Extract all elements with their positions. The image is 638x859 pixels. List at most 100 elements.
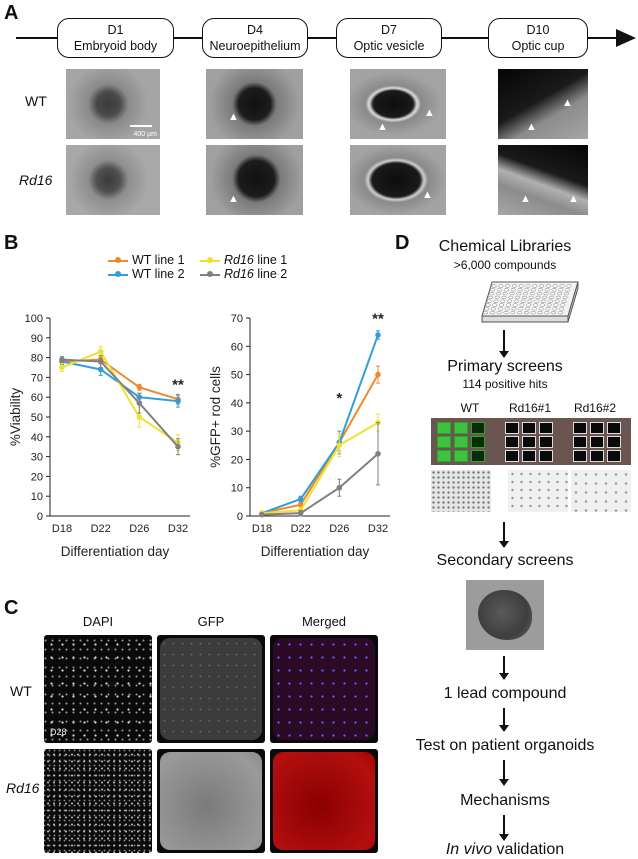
y-tick-label: 40 bbox=[31, 432, 43, 444]
in-vivo-italic: In vivo bbox=[445, 841, 493, 858]
flow-arrow bbox=[499, 330, 509, 358]
screen-well bbox=[437, 450, 451, 462]
micrograph-wt-d10: ▲ ▲ bbox=[498, 69, 588, 139]
plate-well bbox=[554, 299, 560, 303]
timeline-stage-d7: D7 Optic vesicle bbox=[336, 18, 442, 58]
plate-well bbox=[531, 307, 537, 311]
plate-well bbox=[555, 295, 561, 299]
col-header-dapi: DAPI bbox=[82, 614, 114, 629]
plate-label-wt: WT bbox=[460, 401, 480, 415]
plate-well bbox=[523, 292, 529, 296]
scale-bar-label: 400 µm bbox=[133, 131, 158, 138]
plate-well bbox=[549, 295, 555, 299]
legend-swatch bbox=[108, 271, 128, 278]
plate-well bbox=[545, 284, 551, 288]
screen-well bbox=[607, 422, 621, 434]
plate-well bbox=[497, 288, 503, 292]
organoid-image bbox=[466, 580, 544, 650]
day-label: D28 bbox=[50, 727, 67, 737]
flow-arrow bbox=[499, 656, 509, 680]
legend-label: WT line 2 bbox=[132, 267, 185, 281]
panel-c-label: C bbox=[4, 597, 19, 619]
y-tick-label: 50 bbox=[31, 412, 43, 424]
timeline-stage-d10: D10 Optic cup bbox=[488, 18, 588, 58]
stage-day: D7 bbox=[381, 23, 397, 37]
data-point bbox=[136, 414, 143, 420]
legend-label-italic: Rd16 bbox=[224, 267, 254, 281]
screen-micrographs bbox=[431, 470, 631, 512]
timeline-stage-d1: D1 Embryoid body bbox=[57, 18, 174, 58]
plate-well bbox=[502, 292, 508, 296]
patient-organoids: Test on patient organoids bbox=[415, 737, 595, 754]
col-header-gfp: GFP bbox=[197, 614, 225, 629]
plate-well bbox=[512, 303, 518, 307]
plate-well bbox=[559, 307, 565, 311]
plate-well bbox=[513, 299, 519, 303]
plate-well bbox=[509, 292, 515, 296]
plate-well bbox=[539, 303, 545, 307]
x-tick-label: D18 bbox=[52, 523, 72, 535]
plate-well bbox=[503, 288, 509, 292]
arrowhead-icon: ▲ bbox=[422, 189, 433, 201]
stage-day: D10 bbox=[526, 23, 550, 37]
data-point bbox=[297, 496, 304, 502]
data-point bbox=[259, 511, 265, 518]
plate-well bbox=[493, 299, 499, 303]
screen-well bbox=[471, 436, 485, 448]
screen-well bbox=[454, 436, 468, 448]
y-tick-label: 70 bbox=[231, 313, 243, 325]
significance-label: ** bbox=[172, 376, 184, 393]
stage-day: D1 bbox=[107, 23, 124, 37]
in-vivo-validation: In vivo validation bbox=[375, 841, 635, 859]
y-tick-label: 30 bbox=[231, 426, 243, 438]
plate-well bbox=[510, 288, 516, 292]
plate-well bbox=[566, 284, 572, 288]
plate-well bbox=[552, 284, 558, 288]
validation-text: validation bbox=[492, 841, 565, 858]
plate-well bbox=[491, 284, 497, 288]
viability-chart: 0 10 20 30 40 50 60 70 80 90 100 D18 D22 D26 D32 Differ… bbox=[8, 313, 190, 559]
arrowhead-icon: ▲ bbox=[562, 97, 573, 109]
plate-well bbox=[525, 284, 531, 288]
plate-well bbox=[523, 311, 529, 315]
plate-well bbox=[485, 303, 491, 307]
arrowhead-icon: ▲ bbox=[377, 121, 388, 133]
legend-label: line 1 bbox=[253, 253, 288, 267]
plate-well bbox=[541, 299, 547, 303]
plate-well bbox=[508, 295, 514, 299]
data-point bbox=[97, 366, 104, 373]
arrowhead-icon: ▲ bbox=[568, 193, 579, 205]
image-dapi-wt: D28 bbox=[44, 635, 152, 743]
image-merged-wt bbox=[270, 635, 378, 743]
micrograph-wt-d7: ▲ ▲ bbox=[350, 69, 446, 139]
screen-well bbox=[539, 422, 553, 434]
y-tick-label: 90 bbox=[31, 333, 43, 345]
y-tick-label: 70 bbox=[31, 372, 43, 384]
row-label-wt-c: WT bbox=[10, 683, 32, 699]
merged-field bbox=[273, 638, 375, 740]
plate-well bbox=[517, 311, 523, 315]
x-tick-label: D32 bbox=[168, 523, 188, 535]
series-line bbox=[261, 421, 379, 515]
screen-well bbox=[573, 436, 587, 448]
x-tick-label: D32 bbox=[368, 523, 388, 535]
legend-item-wt2: WT line 2 bbox=[108, 267, 185, 281]
y-tick-label: 40 bbox=[231, 398, 243, 410]
screen-well bbox=[522, 450, 536, 462]
plate-well bbox=[537, 288, 543, 292]
y-tick-label: 20 bbox=[31, 471, 43, 483]
libraries-title: Chemical Libraries bbox=[438, 238, 572, 255]
gfp-field bbox=[160, 638, 262, 740]
y-tick-label: 50 bbox=[231, 370, 243, 382]
plate-well bbox=[532, 284, 538, 288]
legend-swatch bbox=[200, 257, 220, 264]
screen-well bbox=[454, 450, 468, 462]
plate-well bbox=[557, 311, 563, 315]
arrowhead-icon: ▲ bbox=[520, 193, 531, 205]
legend-label-italic: Rd16 bbox=[224, 253, 254, 267]
plate-well bbox=[525, 307, 531, 311]
plate-well bbox=[544, 288, 550, 292]
panel-d-label: D bbox=[395, 232, 410, 254]
plate-well bbox=[559, 284, 565, 288]
plate-well bbox=[511, 284, 517, 288]
